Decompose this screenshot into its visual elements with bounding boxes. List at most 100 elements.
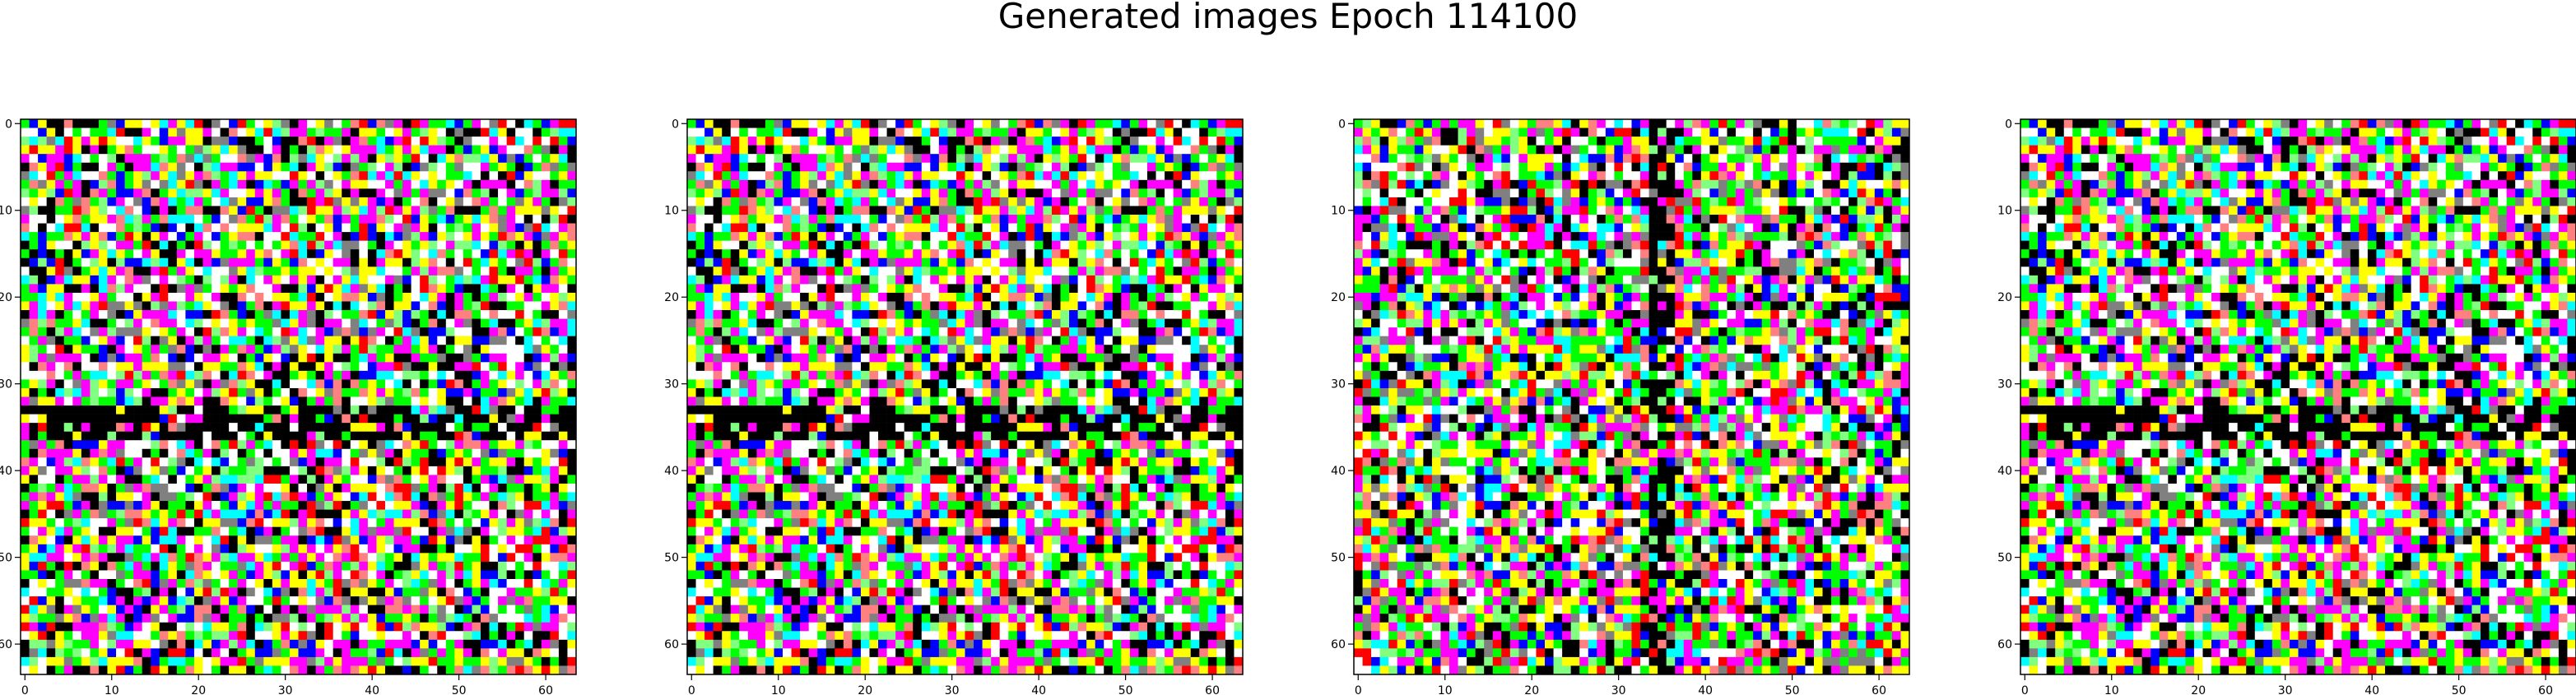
pixel-cell	[81, 119, 91, 128]
pixel-cell	[463, 440, 472, 449]
pixel-cell	[454, 249, 463, 258]
pixel-cell	[559, 301, 568, 310]
pixel-cell	[490, 527, 499, 536]
pixel-cell	[550, 310, 559, 319]
pixel-cell	[342, 119, 351, 128]
pixel-cell	[1008, 154, 1017, 163]
pixel-cell	[72, 171, 81, 180]
pixel-cell	[221, 553, 230, 562]
image-panel-2: 0 10 20 30 40 50 600102030405060	[664, 118, 1243, 695]
pixel-cell	[800, 232, 809, 241]
pixel-cell	[704, 163, 714, 172]
pixel-cell	[463, 579, 472, 588]
pixel-cell	[1052, 137, 1061, 146]
pixel-cell	[47, 215, 56, 224]
pixel-cell	[263, 232, 272, 241]
pixel-cell	[974, 224, 983, 233]
pixel-cell	[524, 484, 533, 493]
pixel-cell	[238, 284, 247, 293]
pixel-cell	[263, 310, 272, 319]
pixel-cell	[454, 171, 463, 180]
pixel-cell	[454, 154, 463, 163]
pixel-cell	[826, 180, 835, 189]
pixel-cell	[869, 188, 878, 197]
pixel-cell	[429, 310, 438, 319]
pixel-cell	[324, 293, 333, 302]
pixel-cell	[542, 301, 551, 310]
pixel-cell	[185, 423, 194, 432]
pixel-cell	[21, 197, 30, 206]
pixel-cell	[429, 527, 438, 536]
pixel-cell	[64, 224, 73, 233]
pixel-cell	[90, 310, 99, 319]
pixel-cell	[429, 197, 438, 206]
pixel-cell	[90, 648, 99, 657]
pixel-cell	[385, 493, 394, 502]
pixel-cell	[412, 640, 421, 649]
pixel-cell	[394, 119, 403, 128]
pixel-cell	[333, 579, 342, 588]
pixel-cell	[30, 657, 39, 666]
pixel-cell	[168, 588, 177, 597]
pixel-cell	[1095, 137, 1104, 146]
pixel-cell	[756, 137, 765, 146]
pixel-cell	[21, 266, 30, 276]
pixel-cell	[542, 665, 551, 674]
pixel-cell	[342, 553, 351, 562]
pixel-cell	[1113, 146, 1122, 155]
pixel-cell	[542, 249, 551, 258]
pixel-cell	[437, 276, 446, 285]
pixel-cell	[402, 510, 412, 519]
pixel-cell	[1078, 154, 1087, 163]
pixel-cell	[696, 224, 705, 233]
pixel-cell	[202, 475, 212, 484]
pixel-cell	[524, 423, 533, 432]
pixel-cell	[359, 319, 368, 328]
pixel-cell	[47, 535, 56, 544]
pixel-cell	[272, 484, 281, 493]
pixel-cell	[913, 171, 922, 180]
pixel-cell	[30, 640, 39, 649]
pixel-cell	[351, 579, 360, 588]
pixel-cell	[281, 440, 290, 449]
pixel-cell	[151, 354, 160, 363]
pixel-cell	[272, 527, 281, 536]
pixel-cell	[472, 379, 481, 388]
pixel-cell	[168, 440, 177, 449]
pixel-cell	[324, 327, 333, 336]
pixel-cell	[852, 128, 861, 137]
pixel-cell	[72, 336, 81, 345]
pixel-cell	[151, 553, 160, 562]
pixel-cell	[290, 397, 299, 406]
pixel-cell	[316, 180, 325, 189]
pixel-cell	[394, 128, 403, 137]
pixel-cell	[238, 475, 247, 484]
pixel-cell	[125, 310, 134, 319]
pixel-cell	[342, 493, 351, 502]
pixel-cell	[290, 657, 299, 666]
pixel-cell	[446, 475, 455, 484]
pixel-cell	[463, 544, 472, 554]
pixel-cell	[107, 510, 116, 519]
pixel-cell	[385, 457, 394, 466]
pixel-cell	[116, 648, 125, 657]
pixel-cell	[524, 449, 533, 458]
pixel-cell	[913, 206, 922, 215]
pixel-cell	[376, 493, 385, 502]
pixel-cell	[507, 553, 516, 562]
pixel-cell	[212, 276, 221, 285]
pixel-cell	[72, 197, 81, 206]
pixel-cell	[532, 319, 542, 328]
pixel-cell	[324, 146, 333, 155]
pixel-cell	[133, 397, 142, 406]
pixel-cell	[394, 379, 403, 388]
pixel-cell	[1086, 128, 1095, 137]
pixel-cell	[185, 327, 194, 336]
pixel-cell	[983, 215, 992, 224]
pixel-cell	[472, 362, 481, 371]
pixel-cell	[490, 232, 499, 241]
pixel-cell	[437, 180, 446, 189]
pixel-cell	[30, 154, 39, 163]
pixel-cell	[878, 119, 887, 128]
pixel-cell	[212, 137, 221, 146]
